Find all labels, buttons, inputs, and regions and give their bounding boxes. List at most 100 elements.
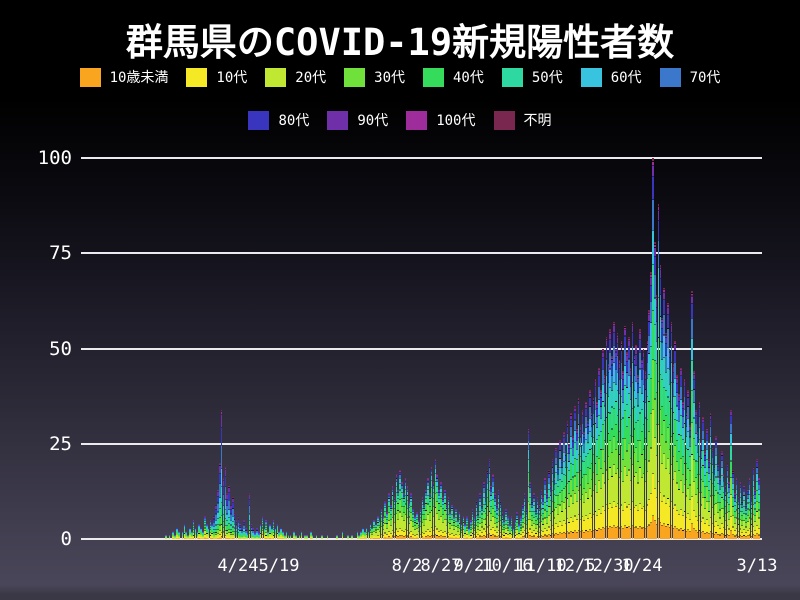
legend-color-swatch [493,110,515,130]
legend-color-swatch [423,67,444,87]
bar [694,409,697,539]
bar [551,459,554,539]
bar [393,497,396,539]
bar [650,272,652,539]
bar [462,516,465,539]
bar [672,363,675,539]
legend-color-swatch [265,67,287,87]
bar [557,466,559,539]
bar [702,417,704,539]
legend-label: 60代 [610,70,642,86]
bar [503,520,505,540]
bar [269,523,271,539]
bar [347,535,349,539]
bar [432,481,435,539]
bar [360,531,362,539]
legend-color-swatch [344,67,366,87]
bar [215,504,217,539]
bar [644,371,647,539]
gridline [81,442,762,445]
bar [719,478,721,539]
y-tick-label: 75 [49,242,72,265]
bar [700,439,703,539]
bar [577,398,580,539]
bar [486,470,489,539]
bar [522,504,524,539]
x-tick-label: 8/2 [391,556,423,576]
bar [512,527,515,539]
bar [639,329,641,539]
bar [680,367,682,539]
bar [516,512,518,539]
bar [460,523,463,539]
bar [689,424,691,539]
bar [261,516,264,539]
bar [367,531,370,539]
bar [391,485,394,539]
bar [421,497,424,539]
bar [707,459,710,539]
bar [520,516,522,539]
bar [447,497,450,539]
bar [455,508,457,539]
bar [284,535,286,539]
bar [213,516,215,539]
legend-item: 50代 [501,67,563,87]
bar [575,428,578,539]
bar [468,527,470,539]
bar [416,512,418,539]
bar [611,356,613,539]
legend-item: 40代 [423,67,484,87]
bar [178,531,180,539]
x-tick-label: 3/13 [736,556,778,576]
bar [272,520,275,540]
bar [466,516,468,539]
bar [724,485,727,539]
bar [295,535,297,539]
legend-row-1: 10歳未満 10代 20代 30代 40代 50代 60代 70代 [0,65,800,89]
bar [427,478,429,539]
bar [546,493,548,539]
bar [529,481,532,539]
bar [414,516,416,539]
bar [395,474,398,539]
bar [642,348,645,539]
bar [588,390,591,539]
bar [544,478,546,539]
bar [410,493,413,539]
bar [183,523,186,539]
bar [663,287,665,539]
bar [668,348,671,539]
bar [192,520,195,540]
legend-item: 90代 [327,110,388,130]
bar [386,512,388,539]
bar [293,531,295,539]
bar [371,527,373,539]
bar [204,516,206,539]
bar [315,535,318,539]
bar [442,497,444,539]
bar [492,474,494,539]
chart-title: 群馬県のCOVID-19新規陽性者数 [125,21,675,64]
bar [627,337,630,539]
bar [518,523,520,539]
bar [473,516,476,539]
bar [693,371,695,539]
bar [451,504,453,539]
bar [434,459,437,539]
bar [378,520,381,540]
bar [403,493,405,539]
bar [477,512,479,539]
bar [683,379,686,539]
bar [196,531,199,539]
bar [706,428,708,539]
bar [285,531,288,539]
bar [336,535,338,539]
bar [172,531,175,539]
bar [720,451,723,539]
legend-label: 10歳未満 [109,70,169,86]
bar [598,367,600,539]
bar [224,466,227,539]
legend-color-swatch [406,110,428,130]
